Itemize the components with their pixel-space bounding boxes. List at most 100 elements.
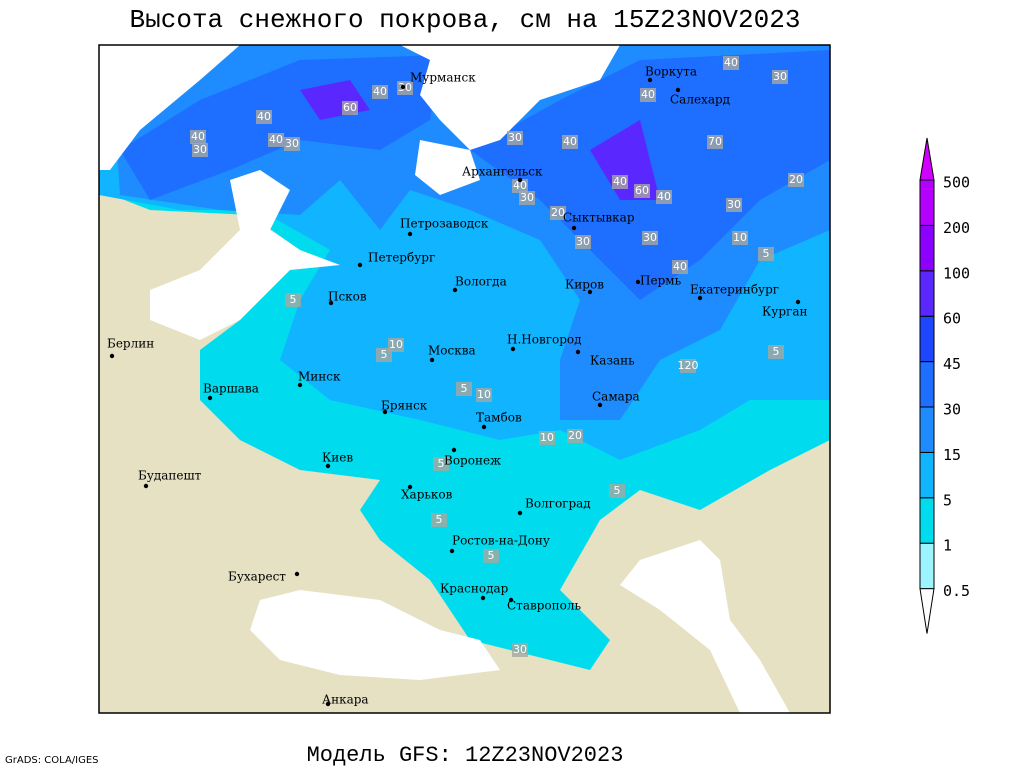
contour-label-box <box>640 88 656 102</box>
contour-label: 40 <box>513 179 527 192</box>
colorbar-label: 500 <box>943 174 970 192</box>
city-dot <box>481 424 487 430</box>
colorbar-box <box>919 361 935 408</box>
contour-label: 5 <box>290 293 297 306</box>
contour-label: 40 <box>257 110 271 123</box>
contour-label-box <box>256 110 272 124</box>
contour-label-box <box>512 643 528 657</box>
city-dot <box>207 395 213 401</box>
contour-label-box <box>268 133 284 147</box>
city-label: Воронеж <box>444 454 501 468</box>
contour-label-box <box>612 175 628 189</box>
city-label: Варшава <box>203 382 259 396</box>
city-dot <box>294 571 300 577</box>
contour-label-box <box>562 135 578 149</box>
contour-label-box <box>634 184 650 198</box>
contour-label: 20 <box>551 206 565 219</box>
city-dot <box>297 382 303 388</box>
contour-label: 5 <box>436 513 443 526</box>
contour-label: 30 <box>520 191 534 204</box>
city-label: Воркута <box>645 65 697 79</box>
city-label: Харьков <box>401 488 453 502</box>
city-label: Ростов-на-Дону <box>452 534 550 548</box>
city-dot <box>109 353 115 359</box>
city-dot <box>675 87 681 93</box>
colorbar-box <box>919 497 935 544</box>
city-label: Екатеринбург <box>690 283 779 297</box>
city-label: Киев <box>322 451 353 465</box>
contour-label-box <box>550 206 566 220</box>
contour-label-box <box>284 137 300 151</box>
colorbar-box <box>919 270 935 317</box>
city-dot <box>407 484 413 490</box>
city-label: Псков <box>328 290 367 304</box>
city-label: Краснодар <box>440 582 509 596</box>
contour-label-box <box>609 484 625 498</box>
city-dot <box>795 299 801 305</box>
contour-label: 30 <box>193 143 207 156</box>
contour-label: 10 <box>477 388 491 401</box>
city-dot <box>357 262 363 268</box>
colorbar-below <box>919 588 935 634</box>
city-dot <box>400 84 406 90</box>
city-label: Москва <box>428 344 476 358</box>
city-label: Архангельск <box>462 165 543 179</box>
contour-label-box <box>431 513 447 527</box>
colorbar-label: 45 <box>943 355 961 373</box>
contour-label-box <box>507 131 523 145</box>
contour-label-box <box>376 348 392 362</box>
contour-label: 5 <box>381 348 388 361</box>
city-label: Сыктывкар <box>563 211 635 225</box>
contour-label-box <box>768 345 784 359</box>
contour-label-box <box>575 235 591 249</box>
city-dot <box>575 349 581 355</box>
contour-label: 5 <box>763 247 770 260</box>
colorbar-box <box>919 542 935 590</box>
city-label: Мурманск <box>410 71 476 85</box>
contour-label: 60 <box>343 101 357 114</box>
city-dot <box>449 548 455 554</box>
title: Высота снежного покрова, см на 15Z23NOV2… <box>130 5 801 35</box>
contour-label: 40 <box>373 85 387 98</box>
contour-label: 30 <box>773 70 787 83</box>
contour-label-box <box>726 198 742 212</box>
city-label: Волгоград <box>525 497 591 511</box>
contour-label-box <box>772 70 788 84</box>
sea <box>99 45 240 170</box>
subtitle: Модель GFS: 12Z23NOV2023 <box>307 743 624 768</box>
city-label: Анкара <box>322 693 369 707</box>
city-label: Петербург <box>368 251 435 265</box>
contour-label-box <box>567 429 583 443</box>
contour-label: 40 <box>657 190 671 203</box>
colorbar-box <box>919 179 935 226</box>
city-label: Салехард <box>670 93 730 107</box>
city-label: Самара <box>592 390 640 404</box>
contour-label: 10 <box>733 231 747 244</box>
city-label: Петрозаводск <box>400 217 489 231</box>
city-label: Брянск <box>381 399 428 413</box>
contour-label: 40 <box>269 133 283 146</box>
contour-label-box <box>723 56 739 70</box>
city-label: Будапешт <box>138 469 202 483</box>
contour-label-box <box>732 231 748 245</box>
city-dot <box>143 483 149 489</box>
colorbar-box <box>919 406 935 453</box>
contour-label: 5 <box>461 382 468 395</box>
map-labels: 4030403060404040304030403070406040204030… <box>107 56 807 707</box>
city-dot <box>328 300 334 306</box>
city-dot <box>382 409 388 415</box>
contour-label: 40 <box>613 175 627 188</box>
city-dot <box>510 346 516 352</box>
contour-label: 10 <box>389 338 403 351</box>
colorbar-above <box>919 137 935 181</box>
colorbar-label: 1 <box>943 537 952 555</box>
colorbar-label: 15 <box>943 446 961 464</box>
map-frame <box>98 44 831 714</box>
contour-label-box <box>656 190 672 204</box>
contour-label-box <box>758 247 774 261</box>
contour-label-box <box>788 173 804 187</box>
credit: GrADS: COLA/IGES <box>5 755 99 766</box>
